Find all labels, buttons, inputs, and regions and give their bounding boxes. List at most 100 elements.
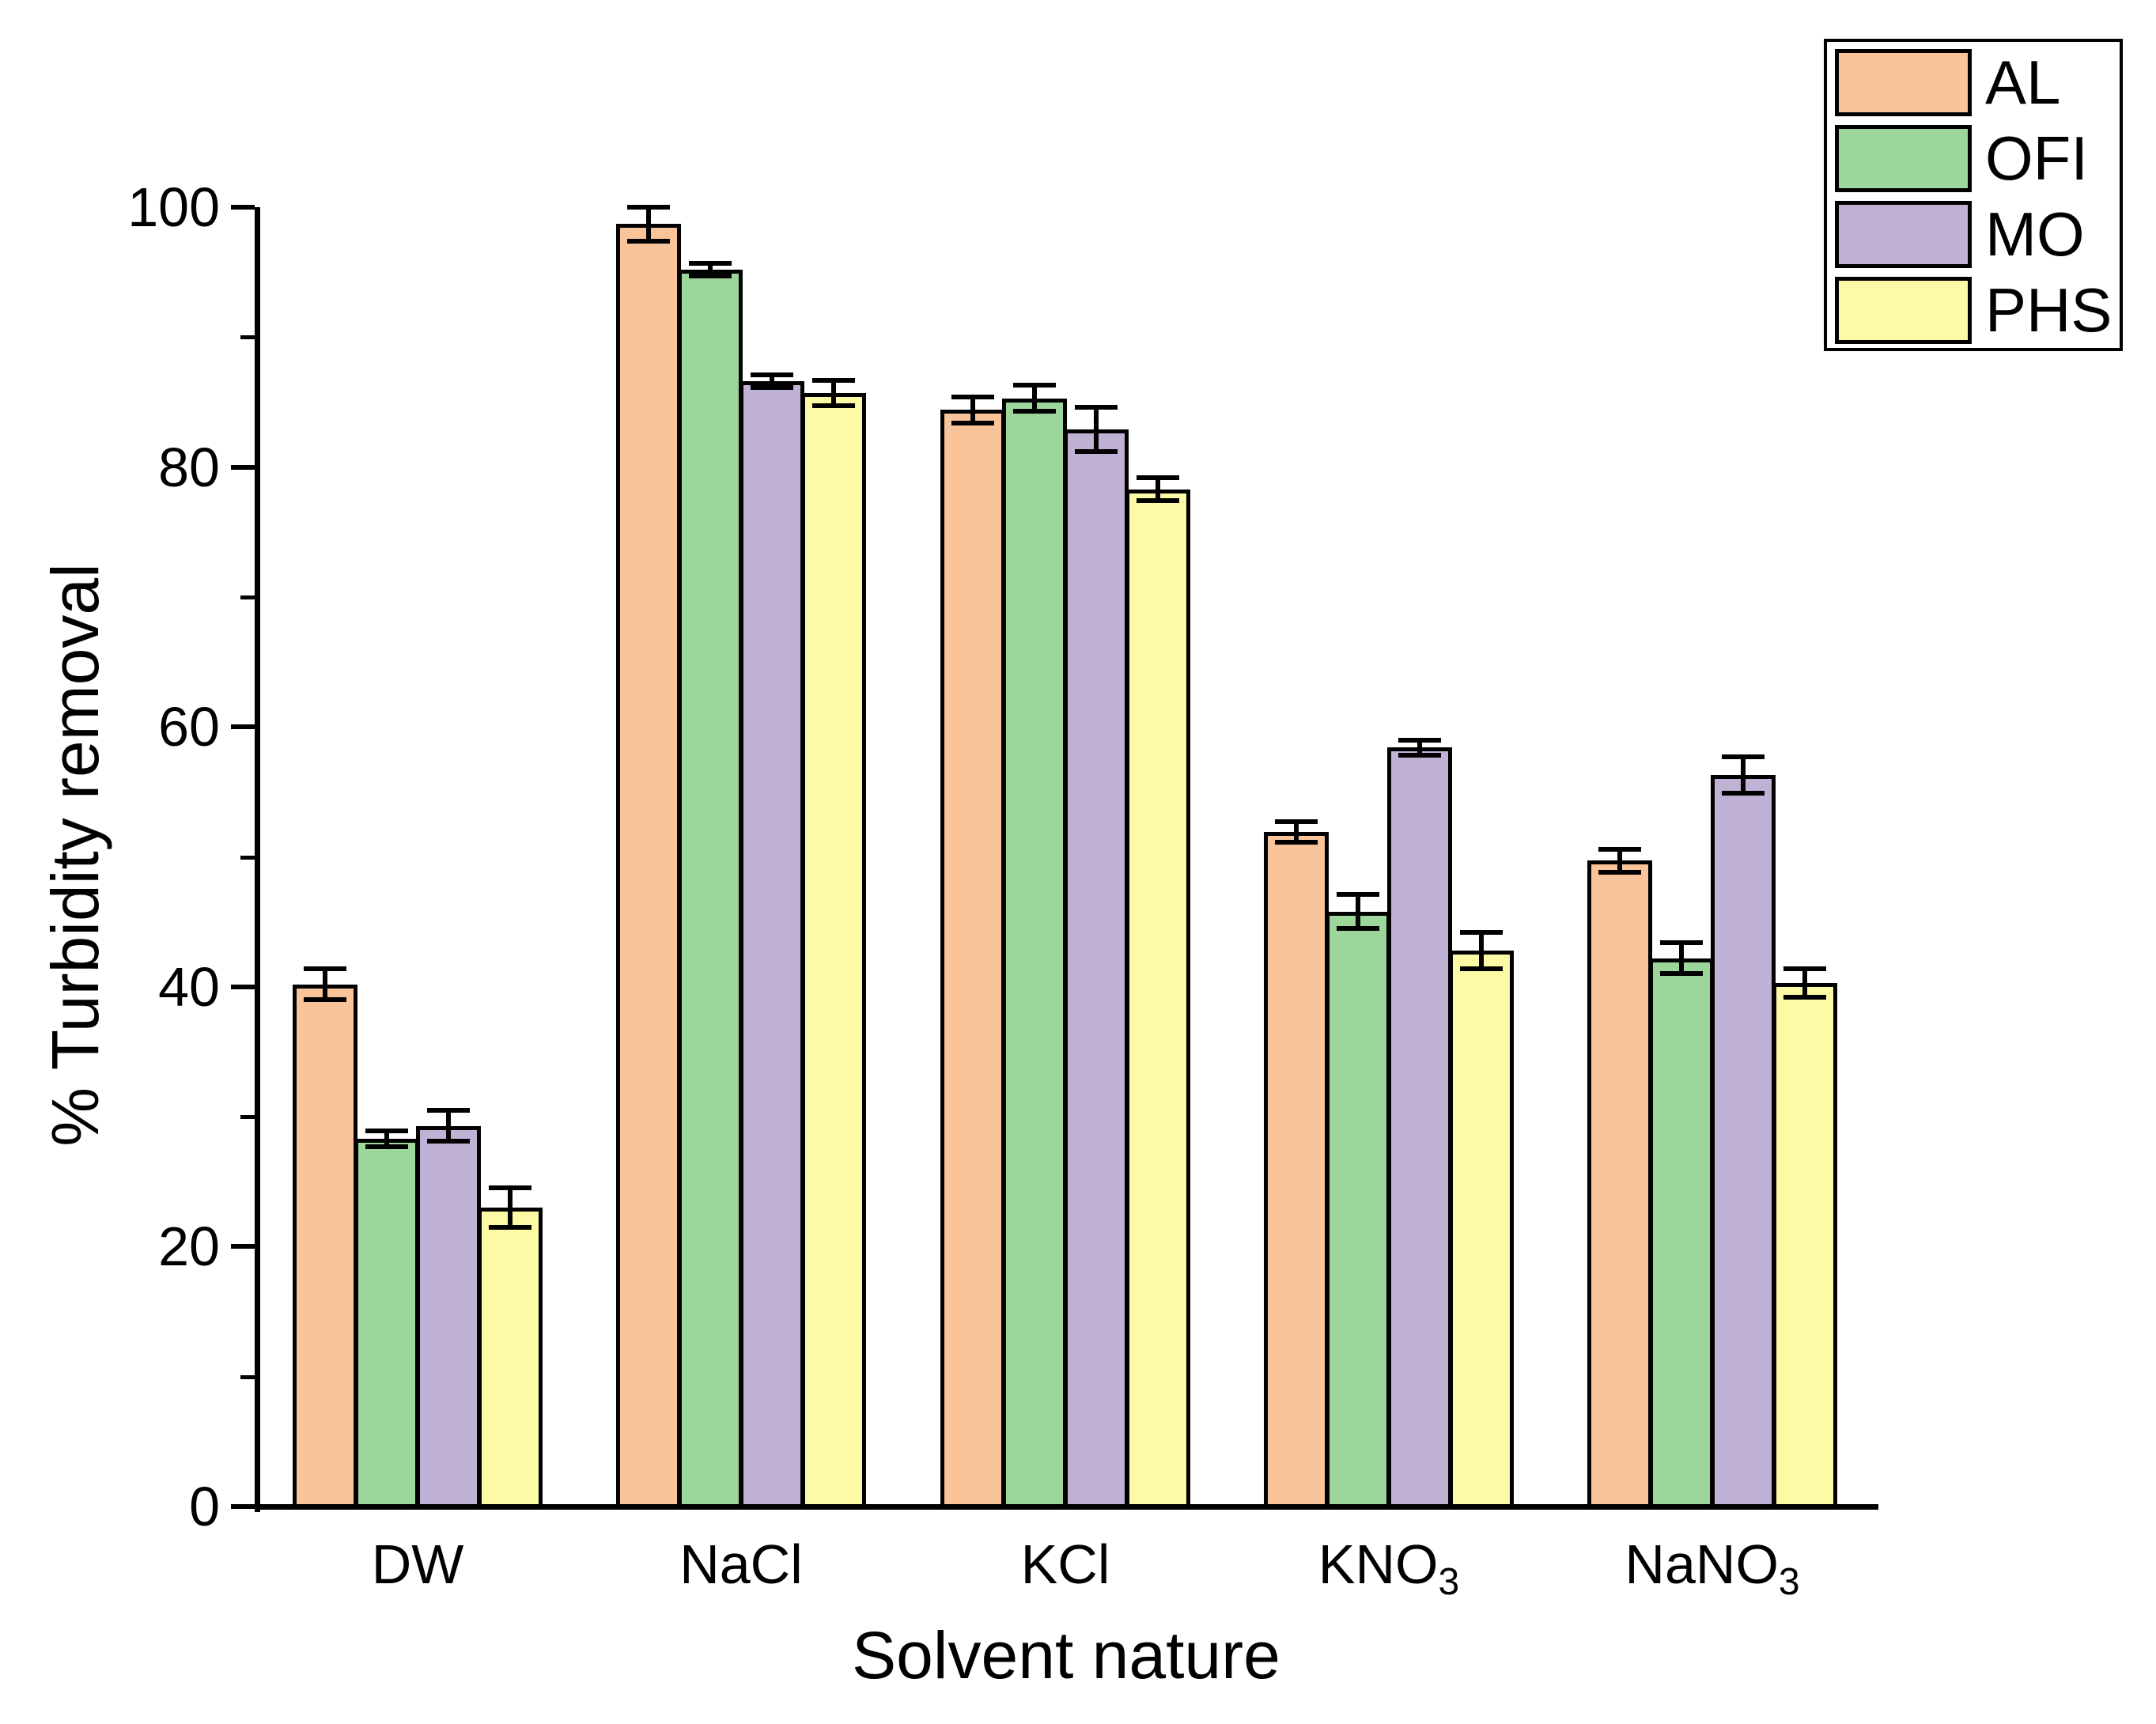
- y-axis-line: [255, 207, 260, 1512]
- bar-OFI-NaNO3: [1649, 958, 1714, 1510]
- y-tick-label-0: 0: [189, 1476, 220, 1537]
- y-major-tick-100: [231, 205, 255, 210]
- bar-MO-KNO3: [1387, 747, 1452, 1510]
- x-label-text: KCl: [1020, 1533, 1110, 1595]
- error-cap-bottom-OFI-DW: [365, 1144, 408, 1149]
- bar-MO-DW: [416, 1125, 481, 1510]
- bar-MO-KCl: [1064, 429, 1129, 1510]
- error-bar-OFI-KNO3: [1356, 894, 1360, 928]
- y-major-tick-0: [231, 1504, 255, 1509]
- x-label-DW: DW: [252, 1533, 584, 1596]
- error-cap-bottom-AL-NaNO3: [1598, 870, 1641, 875]
- error-cap-top-OFI-NaNO3: [1660, 940, 1703, 945]
- y-minor-tick-70: [240, 595, 255, 599]
- y-major-tick-60: [231, 724, 255, 730]
- y-tick-label-60: 60: [158, 696, 220, 758]
- error-cap-top-OFI-KNO3: [1337, 892, 1379, 898]
- bar-PHS-NaNO3: [1772, 982, 1837, 1510]
- error-cap-top-OFI-DW: [365, 1129, 408, 1134]
- error-bar-AL-NaCl: [646, 207, 651, 241]
- error-cap-bottom-OFI-NaNO3: [1660, 971, 1703, 977]
- y-minor-tick-30: [240, 1115, 255, 1120]
- x-label-text: NaNO: [1625, 1533, 1779, 1595]
- error-cap-top-PHS-NaNO3: [1783, 966, 1826, 971]
- y-axis-title: % Turbidity removal: [38, 563, 112, 1147]
- x-label-KNO3: KNO3: [1223, 1533, 1555, 1601]
- error-bar-AL-DW: [323, 968, 327, 1000]
- error-cap-bottom-OFI-KNO3: [1337, 925, 1379, 931]
- y-tick-label-40: 40: [158, 955, 220, 1018]
- error-cap-bottom-AL-DW: [304, 997, 346, 1003]
- error-bar-AL-NaNO3: [1617, 849, 1622, 873]
- bar-OFI-KNO3: [1326, 911, 1390, 1510]
- bar-MO-NaCl: [739, 381, 804, 1510]
- error-cap-top-AL-NaNO3: [1598, 846, 1641, 852]
- error-cap-top-PHS-NaCl: [812, 377, 855, 383]
- x-label-text: NaCl: [679, 1533, 803, 1595]
- bar-PHS-NaCl: [801, 392, 866, 1510]
- error-bar-OFI-NaCl: [708, 263, 713, 277]
- error-cap-bottom-MO-KCl: [1075, 448, 1118, 454]
- error-cap-top-MO-KCl: [1075, 405, 1118, 410]
- legend-swatch-MO: [1835, 201, 1972, 268]
- bar-AL-DW: [293, 984, 357, 1510]
- y-major-tick-80: [231, 464, 255, 470]
- legend-label-MO: MO: [1985, 199, 2085, 269]
- error-cap-top-OFI-NaCl: [689, 260, 732, 266]
- error-cap-top-AL-KCl: [951, 394, 994, 399]
- error-bar-AL-KCl: [970, 396, 975, 423]
- legend-label-PHS: PHS: [1985, 275, 2113, 345]
- error-cap-top-AL-KNO3: [1275, 819, 1318, 825]
- y-minor-tick-90: [240, 335, 255, 340]
- x-label-subscript: 3: [1778, 1561, 1800, 1603]
- error-cap-top-PHS-DW: [489, 1185, 531, 1191]
- error-cap-bottom-AL-KCl: [951, 420, 994, 425]
- x-label-NaNO3: NaNO3: [1546, 1533, 1878, 1601]
- error-cap-bottom-PHS-NaNO3: [1783, 994, 1826, 1000]
- error-cap-bottom-MO-DW: [427, 1139, 470, 1144]
- y-tick-label-100: 100: [127, 176, 220, 238]
- y-minor-tick-10: [240, 1374, 255, 1379]
- x-label-KCl: KCl: [899, 1533, 1231, 1596]
- error-cap-bottom-AL-NaCl: [627, 238, 670, 244]
- x-label-text: DW: [371, 1533, 464, 1595]
- x-label-subscript: 3: [1438, 1561, 1460, 1603]
- error-cap-top-MO-KNO3: [1398, 737, 1441, 743]
- x-axis-line: [255, 1504, 1878, 1510]
- error-bar-OFI-DW: [384, 1131, 389, 1147]
- error-cap-bottom-MO-KNO3: [1398, 753, 1441, 758]
- error-bar-PHS-NaNO3: [1802, 968, 1807, 997]
- x-label-text: KNO: [1318, 1533, 1439, 1595]
- error-cap-top-AL-NaCl: [627, 205, 670, 210]
- legend-swatch-OFI: [1835, 125, 1972, 192]
- error-bar-MO-KCl: [1094, 407, 1099, 452]
- error-cap-bottom-PHS-DW: [489, 1224, 531, 1230]
- error-cap-top-PHS-KCl: [1137, 474, 1179, 480]
- error-cap-top-PHS-KNO3: [1460, 929, 1503, 935]
- y-tick-label-20: 20: [158, 1215, 220, 1278]
- bar-PHS-DW: [478, 1208, 543, 1510]
- bar-PHS-KNO3: [1449, 950, 1514, 1510]
- bar-OFI-DW: [354, 1139, 419, 1510]
- error-cap-bottom-MO-NaCl: [751, 385, 793, 391]
- error-bar-PHS-DW: [508, 1188, 513, 1227]
- bar-PHS-KCl: [1125, 489, 1190, 1510]
- y-major-tick-40: [231, 984, 255, 989]
- legend-label-OFI: OFI: [1985, 123, 2088, 193]
- error-cap-bottom-PHS-KNO3: [1460, 966, 1503, 971]
- error-bar-MO-NaNO3: [1741, 756, 1746, 793]
- error-cap-bottom-AL-KNO3: [1275, 840, 1318, 845]
- legend: AL OFI MO PHS: [1824, 39, 2123, 351]
- legend-swatch-PHS: [1835, 277, 1972, 344]
- bar-OFI-KCl: [1002, 398, 1067, 1510]
- error-bar-MO-KNO3: [1417, 739, 1422, 756]
- bar-AL-KNO3: [1264, 832, 1329, 1510]
- error-bar-PHS-NaCl: [831, 380, 836, 406]
- bar-AL-NaNO3: [1587, 860, 1652, 1510]
- error-cap-top-OFI-KCl: [1013, 383, 1056, 388]
- x-axis-title: Solvent nature: [852, 1618, 1280, 1692]
- error-bar-PHS-KCl: [1156, 477, 1160, 501]
- error-cap-bottom-OFI-NaCl: [689, 274, 732, 279]
- y-minor-tick-50: [240, 855, 255, 860]
